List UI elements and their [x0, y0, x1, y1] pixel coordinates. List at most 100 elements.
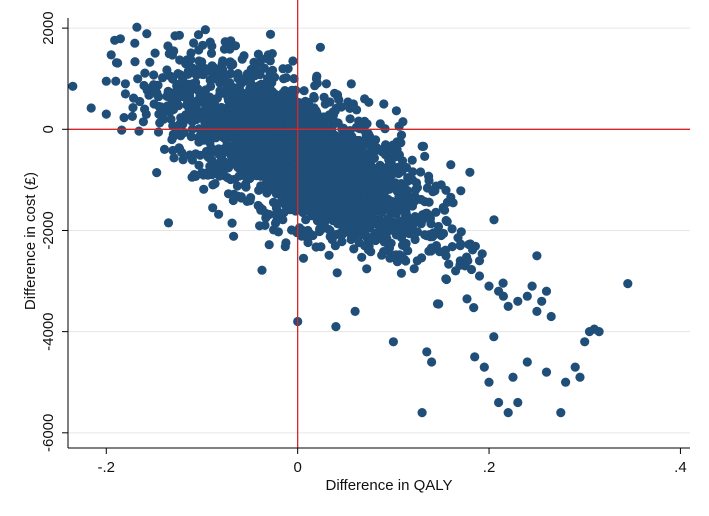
- data-point: [412, 183, 422, 193]
- data-point: [422, 347, 432, 357]
- data-point: [241, 182, 251, 192]
- data-point: [312, 187, 322, 197]
- data-point: [130, 57, 140, 67]
- data-point: [209, 74, 220, 84]
- data-point: [334, 170, 344, 180]
- data-point: [261, 208, 271, 218]
- data-point: [503, 301, 513, 311]
- data-point: [410, 234, 420, 245]
- y-axis-ticks: -6000 -4000 -2000 0 2000: [40, 11, 68, 452]
- data-point: [268, 112, 279, 122]
- data-point: [365, 223, 375, 233]
- data-point: [444, 259, 454, 269]
- data-point: [319, 217, 330, 228]
- data-point: [189, 38, 199, 48]
- data-point: [278, 154, 288, 164]
- data-point: [130, 38, 140, 48]
- data-point: [417, 141, 427, 151]
- data-point: [453, 233, 463, 243]
- data-point: [198, 96, 209, 106]
- data-point: [214, 209, 224, 219]
- data-point: [209, 110, 219, 120]
- x-tick-label: .4: [674, 459, 687, 476]
- data-point: [240, 162, 250, 172]
- data-point: [389, 217, 399, 227]
- data-point: [272, 216, 282, 226]
- data-point: [465, 167, 475, 177]
- data-point: [367, 234, 377, 244]
- data-point: [357, 252, 367, 262]
- data-point: [350, 306, 360, 316]
- data-point: [331, 322, 341, 332]
- data-point: [407, 155, 417, 165]
- data-point: [292, 178, 302, 188]
- data-point: [202, 104, 212, 114]
- data-point: [265, 83, 275, 93]
- data-point: [227, 218, 237, 228]
- data-point: [169, 46, 179, 56]
- data-point: [140, 68, 150, 78]
- data-point: [219, 156, 229, 166]
- y-tick-label: -6000: [40, 414, 57, 452]
- data-point: [233, 125, 243, 135]
- data-point: [203, 66, 213, 76]
- data-point: [175, 70, 185, 80]
- data-point: [276, 171, 286, 181]
- x-tick-label: .2: [483, 459, 496, 476]
- data-point: [254, 162, 264, 172]
- data-point: [532, 251, 542, 261]
- data-point: [324, 224, 334, 234]
- data-point: [168, 74, 178, 84]
- data-point: [477, 249, 487, 259]
- data-point: [323, 124, 333, 134]
- data-point: [594, 327, 604, 337]
- data-point: [199, 111, 209, 122]
- data-point: [174, 101, 184, 111]
- data-point: [366, 152, 376, 162]
- y-axis-title: Difference in cost (£): [22, 172, 39, 310]
- data-point: [397, 156, 408, 166]
- data-point: [431, 207, 441, 217]
- data-point: [541, 286, 552, 296]
- data-point: [178, 155, 188, 165]
- data-point: [424, 197, 434, 207]
- data-point: [401, 162, 412, 173]
- data-point: [416, 219, 426, 229]
- data-point: [327, 235, 337, 245]
- data-point: [168, 121, 178, 131]
- data-point: [156, 102, 166, 112]
- data-point: [345, 103, 355, 113]
- data-point: [280, 241, 290, 252]
- data-point: [325, 165, 336, 175]
- data-point: [343, 162, 353, 172]
- data-point: [314, 144, 324, 154]
- data-point: [377, 171, 387, 181]
- data-point: [158, 73, 168, 83]
- data-point: [386, 238, 396, 248]
- data-point: [221, 135, 231, 145]
- data-point: [309, 91, 319, 102]
- data-point: [337, 157, 347, 167]
- data-point: [265, 56, 275, 66]
- data-point: [277, 128, 287, 139]
- data-point: [440, 205, 450, 215]
- data-point: [134, 126, 144, 136]
- data-point: [244, 101, 254, 111]
- data-point: [218, 56, 228, 66]
- data-point: [326, 200, 336, 210]
- data-point: [362, 162, 372, 172]
- data-point: [232, 138, 242, 148]
- data-point: [106, 50, 116, 60]
- data-point: [374, 230, 384, 240]
- data-point: [412, 227, 423, 237]
- data-point: [225, 78, 235, 88]
- data-point: [522, 357, 532, 367]
- data-point: [223, 173, 233, 183]
- data-point: [396, 194, 406, 204]
- data-point: [200, 25, 210, 35]
- data-point: [396, 130, 407, 140]
- data-point: [455, 260, 465, 270]
- data-point: [354, 177, 364, 187]
- data-point: [379, 247, 389, 257]
- data-point: [350, 150, 360, 160]
